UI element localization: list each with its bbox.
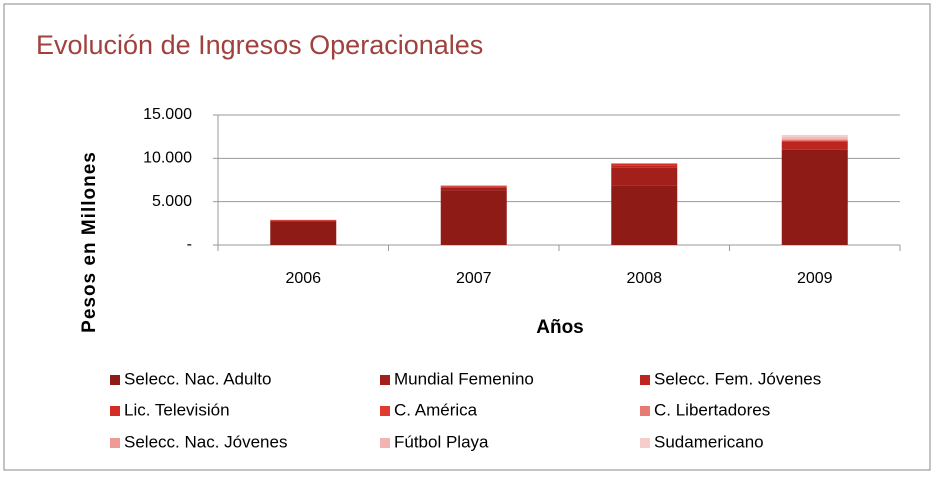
y-tick-label: 5.000 bbox=[152, 193, 192, 210]
legend-label: C. Libertadores bbox=[654, 400, 770, 419]
legend-swatch bbox=[380, 438, 390, 448]
y-tick-label: 15.000 bbox=[143, 106, 192, 123]
y-tick-label: - bbox=[187, 236, 192, 253]
chart-title: Evolución de Ingresos Operacionales bbox=[36, 30, 483, 60]
x-tick-label: 2006 bbox=[285, 270, 321, 287]
bar-segment bbox=[441, 188, 507, 191]
bar-segment bbox=[441, 187, 507, 188]
legend-swatch bbox=[110, 406, 120, 416]
bar-segment bbox=[441, 190, 507, 245]
y-axis-label: Pesos en Millones bbox=[79, 151, 100, 333]
legend-label: Sudamericano bbox=[654, 432, 764, 451]
bar-segment bbox=[782, 137, 848, 139]
legend-swatch bbox=[380, 406, 390, 416]
legend-label: C. América bbox=[394, 400, 478, 419]
y-tick-label: 10.000 bbox=[143, 150, 192, 167]
bar-segment bbox=[611, 164, 677, 165]
bar-segment bbox=[782, 139, 848, 140]
x-axis-label: Años bbox=[536, 317, 584, 338]
legend-label: Selecc. Fem. Jóvenes bbox=[654, 369, 821, 388]
legend-swatch bbox=[110, 438, 120, 448]
x-tick-label: 2009 bbox=[797, 270, 833, 287]
x-tick-label: 2008 bbox=[626, 270, 662, 287]
bar-segment bbox=[611, 168, 677, 185]
legend-label: Selecc. Nac. Adulto bbox=[124, 369, 271, 388]
legend-swatch bbox=[640, 375, 650, 385]
legend-swatch bbox=[640, 438, 650, 448]
bar-segment bbox=[782, 135, 848, 137]
bar-segment bbox=[270, 222, 336, 245]
bar-segment bbox=[782, 140, 848, 141]
bar-segment bbox=[441, 186, 507, 187]
legend-swatch bbox=[380, 375, 390, 385]
legend-label: Selecc. Nac. Jóvenes bbox=[124, 432, 287, 451]
legend-label: Lic. Televisión bbox=[124, 400, 230, 419]
bar-segment bbox=[270, 221, 336, 222]
bar-segment bbox=[441, 185, 507, 186]
bar-segment bbox=[782, 141, 848, 142]
x-tick-label: 2007 bbox=[456, 270, 492, 287]
bar-segment bbox=[782, 142, 848, 150]
bar-segment bbox=[611, 165, 677, 168]
legend-label: Mundial Femenino bbox=[394, 369, 534, 388]
bar-segment bbox=[270, 220, 336, 221]
legend-swatch bbox=[640, 406, 650, 416]
legend-label: Fútbol Playa bbox=[394, 432, 489, 451]
legend-swatch bbox=[110, 375, 120, 385]
bar-segment bbox=[611, 185, 677, 245]
bar-segment bbox=[782, 150, 848, 245]
